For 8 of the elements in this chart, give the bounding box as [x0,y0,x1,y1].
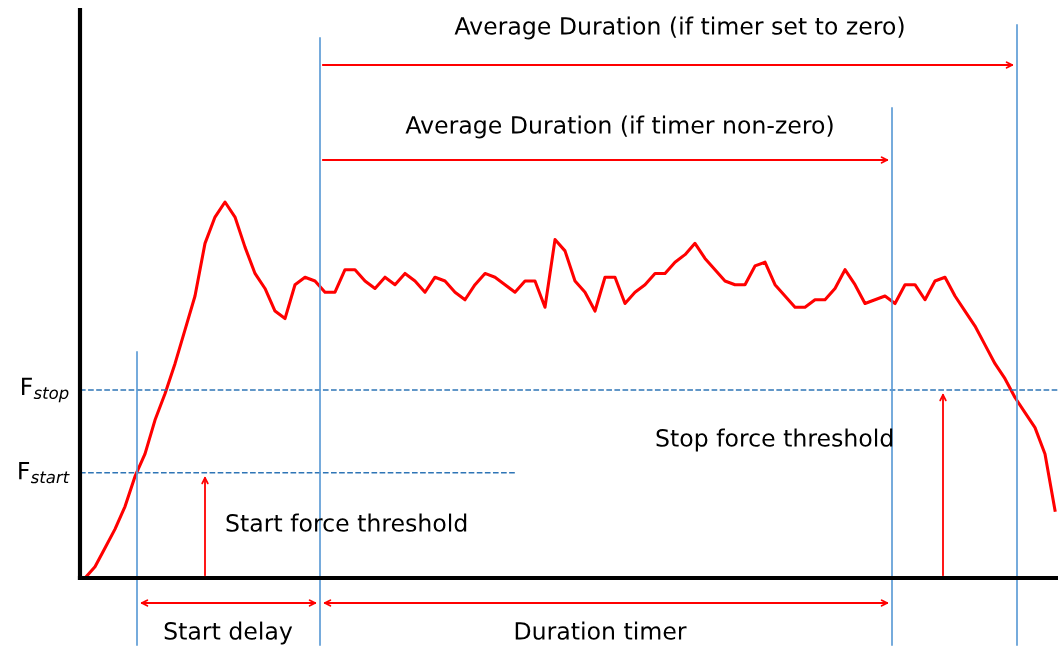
ref-line-label: F$_{stop}$ [22,377,69,403]
text: Average Duration (if timer non-zero) [405,115,833,139]
text: Start delay [164,621,293,645]
ref-line-label: F$_{start}$ [19,462,70,484]
annotation: Stop force threshold [656,428,893,452]
annotation: Start force threshold [226,513,467,532]
text: Average Duration (if timer set to zero) [454,16,904,40]
text: Duration timer [515,621,687,640]
